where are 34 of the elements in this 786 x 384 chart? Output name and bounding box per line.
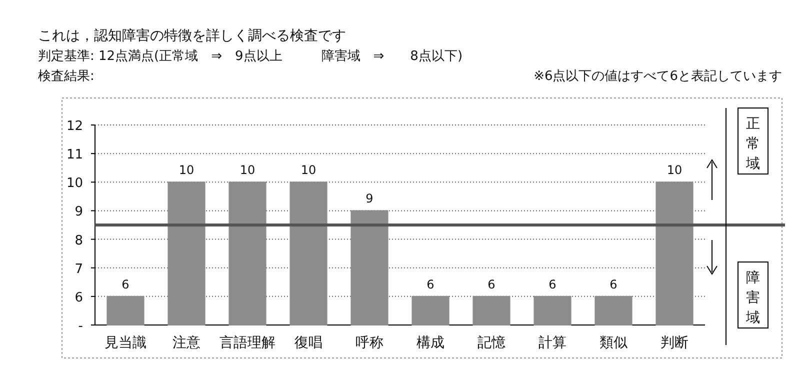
y-tick-label: 10 xyxy=(66,176,83,192)
x-tick-label: 言語理解 xyxy=(220,335,276,351)
text: 正常域 xyxy=(745,116,760,172)
data-label: 10 xyxy=(240,163,256,178)
chart-title: これは，認知障害の特徴を詳しく調べる検査です xyxy=(38,28,346,44)
x-tick-label: 判断 xyxy=(660,335,688,351)
data-label: 9 xyxy=(366,192,374,206)
x-tick-label: 見当識 xyxy=(104,335,146,351)
data-label: 6 xyxy=(610,277,618,292)
x-tick-label: 類似 xyxy=(600,335,628,351)
text: 障害域 xyxy=(745,270,760,326)
data-label: 6 xyxy=(548,277,556,292)
text: ※6点以下の値はすべて6と表記しています xyxy=(534,69,782,84)
y-tick-label: 8 xyxy=(74,233,83,248)
x-tick-label: 復唱 xyxy=(294,335,322,351)
x-tick-label: 記憶 xyxy=(478,335,506,351)
x-tick-label: 構成 xyxy=(416,335,444,351)
y-tick-label: 11 xyxy=(66,148,83,163)
y-tick-label: 6 xyxy=(74,290,83,306)
data-label: 10 xyxy=(178,163,194,178)
data-label: 6 xyxy=(426,277,434,292)
x-tick-label: 呼称 xyxy=(356,335,384,351)
data-label: 6 xyxy=(122,277,130,292)
chart-subtitle: 判定基準: 12点満点(正常域 ⇒ 9点以上 障害域 ⇒ 8点以下) xyxy=(38,48,463,64)
x-tick-label: 注意 xyxy=(172,335,200,351)
data-label: 10 xyxy=(300,163,316,178)
text: 検査結果: xyxy=(38,69,94,84)
y-tick-label: 9 xyxy=(74,204,83,220)
data-label: 10 xyxy=(666,163,682,178)
y-tick-label: - xyxy=(78,319,84,334)
y-tick-label: 12 xyxy=(66,119,83,134)
x-tick-label: 計算 xyxy=(538,335,566,351)
y-tick-label: 7 xyxy=(74,262,83,277)
data-label: 6 xyxy=(488,277,496,292)
